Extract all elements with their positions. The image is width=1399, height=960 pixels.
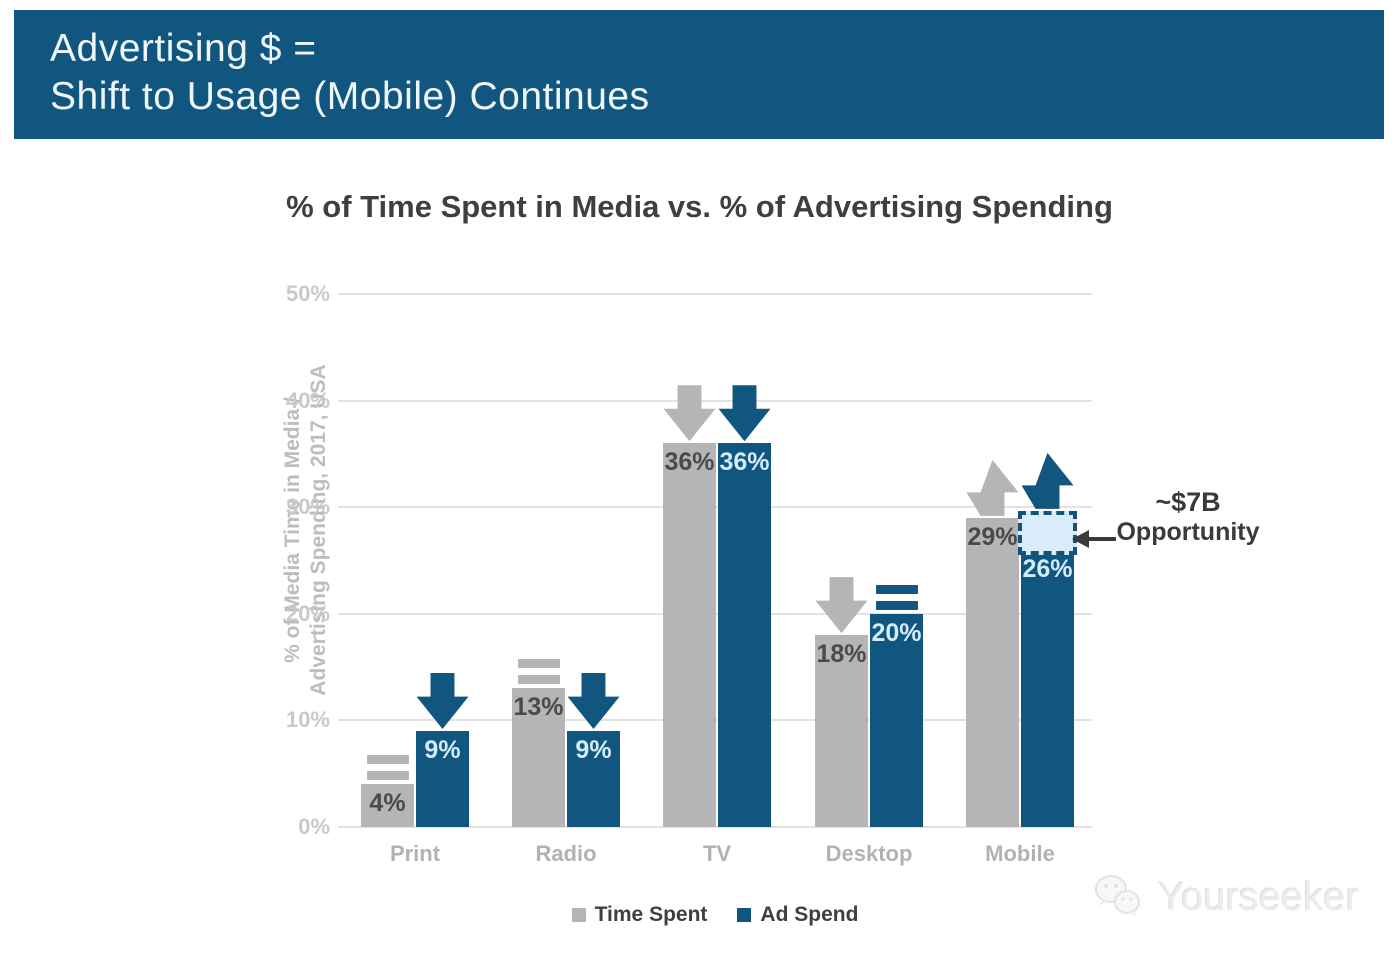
- y-tick-label: 0%: [298, 814, 330, 839]
- bar-ad-spend-tv: 36%: [718, 443, 771, 827]
- opportunity-annotation: ~$7B Opportunity: [1115, 487, 1261, 547]
- opportunity-arrow-left-icon: [1072, 530, 1089, 548]
- trend-flat-bar: [875, 600, 918, 610]
- y-tick-label: 30%: [285, 494, 330, 520]
- bar-time-spent-mobile: 29%: [966, 517, 1019, 827]
- bar-ad-spend-mobile: 26%: [1021, 549, 1074, 827]
- bar-time-spent-radio: 13%: [512, 688, 565, 827]
- category-label-print: Print: [389, 841, 441, 866]
- trend-down-icon: [815, 577, 868, 634]
- legend-swatch: [571, 908, 586, 922]
- bar-value-label: 4%: [369, 789, 406, 818]
- y-tick-label: 10%: [285, 707, 330, 733]
- y-tick-label: 40%: [285, 387, 330, 413]
- gridline-50: [338, 293, 1092, 295]
- legend-label: Time Spent: [594, 903, 708, 926]
- chart-legend: Time Spent Ad Spend: [338, 903, 1092, 927]
- legend-item-ad-spend: Ad Spend: [737, 903, 858, 927]
- opportunity-arrow-line: [1088, 537, 1116, 541]
- trend-down-icon: [718, 385, 771, 442]
- bar-value-label: 9%: [575, 736, 612, 765]
- gridline-0: [338, 826, 1092, 828]
- bar-value-label: 36%: [719, 448, 770, 477]
- bar-time-spent-desktop: 18%: [815, 635, 868, 827]
- trend-flat-bar: [366, 771, 409, 781]
- category-label-radio: Radio: [535, 841, 597, 866]
- bar-value-label: 9%: [424, 736, 461, 765]
- y-tick-label: 50%: [285, 281, 330, 306]
- trend-flat-bar: [366, 755, 409, 765]
- trend-flat-icon: [366, 755, 409, 781]
- slide-title-line2: Shift to Usage (Mobile) Continues: [50, 75, 650, 118]
- bar-value-label: 29%: [967, 522, 1018, 551]
- wechat-bubbles-icon: [1095, 875, 1141, 917]
- bar-value-label: 13%: [513, 693, 564, 722]
- trend-flat-bar: [875, 584, 918, 594]
- bar-ad-spend-radio: 9%: [567, 731, 620, 827]
- chart-title: % of Time Spent in Media vs. % of Advert…: [286, 189, 1113, 224]
- category-label-tv: TV: [702, 841, 732, 866]
- watermark-text: Yourseeker: [1158, 874, 1359, 919]
- bar-time-spent-tv: 36%: [663, 443, 716, 827]
- trend-flat-bar: [517, 659, 560, 669]
- opportunity-annotation-line1: ~$7B: [1155, 487, 1221, 517]
- y-axis-label-line2: Advertising Spending, 2017, USA: [307, 364, 330, 696]
- y-tick-label: 20%: [285, 600, 330, 626]
- opportunity-annotation-line2: Opportunity: [1116, 518, 1260, 546]
- trend-flat-bar: [517, 675, 560, 685]
- bar-value-label: 36%: [664, 448, 715, 477]
- bar-ad-spend-print: 9%: [416, 731, 469, 827]
- bar-value-label: 18%: [816, 640, 867, 669]
- bar-value-label: 26%: [1022, 554, 1073, 583]
- bar-value-label: 20%: [871, 618, 922, 647]
- legend-item-time-spent: Time Spent: [571, 903, 708, 927]
- trend-down-icon: [663, 385, 716, 442]
- slide-title-banner: Advertising $ = Shift to Usage (Mobile) …: [14, 10, 1384, 139]
- legend-swatch: [737, 908, 752, 922]
- category-label-mobile: Mobile: [985, 841, 1055, 866]
- legend-label: Ad Spend: [760, 903, 859, 926]
- trend-up-icon: [1021, 452, 1074, 509]
- trend-flat-icon: [875, 584, 918, 610]
- bar-ad-spend-desktop: 20%: [870, 613, 923, 827]
- opportunity-box: [1018, 510, 1077, 555]
- gridline-40: [338, 399, 1092, 402]
- plot-area: 0% 10% 20% 30% 40% 50% 4% 13% 36% 18% 29% 9% 9% 36% 20…: [286, 283, 1092, 866]
- trend-flat-icon: [517, 659, 560, 685]
- category-label-desktop: Desktop: [825, 841, 913, 866]
- watermark: Yourseeker: [1090, 872, 1359, 922]
- bar-time-spent-print: 4%: [361, 784, 414, 827]
- slide-title-line1: Advertising $ =: [50, 27, 317, 70]
